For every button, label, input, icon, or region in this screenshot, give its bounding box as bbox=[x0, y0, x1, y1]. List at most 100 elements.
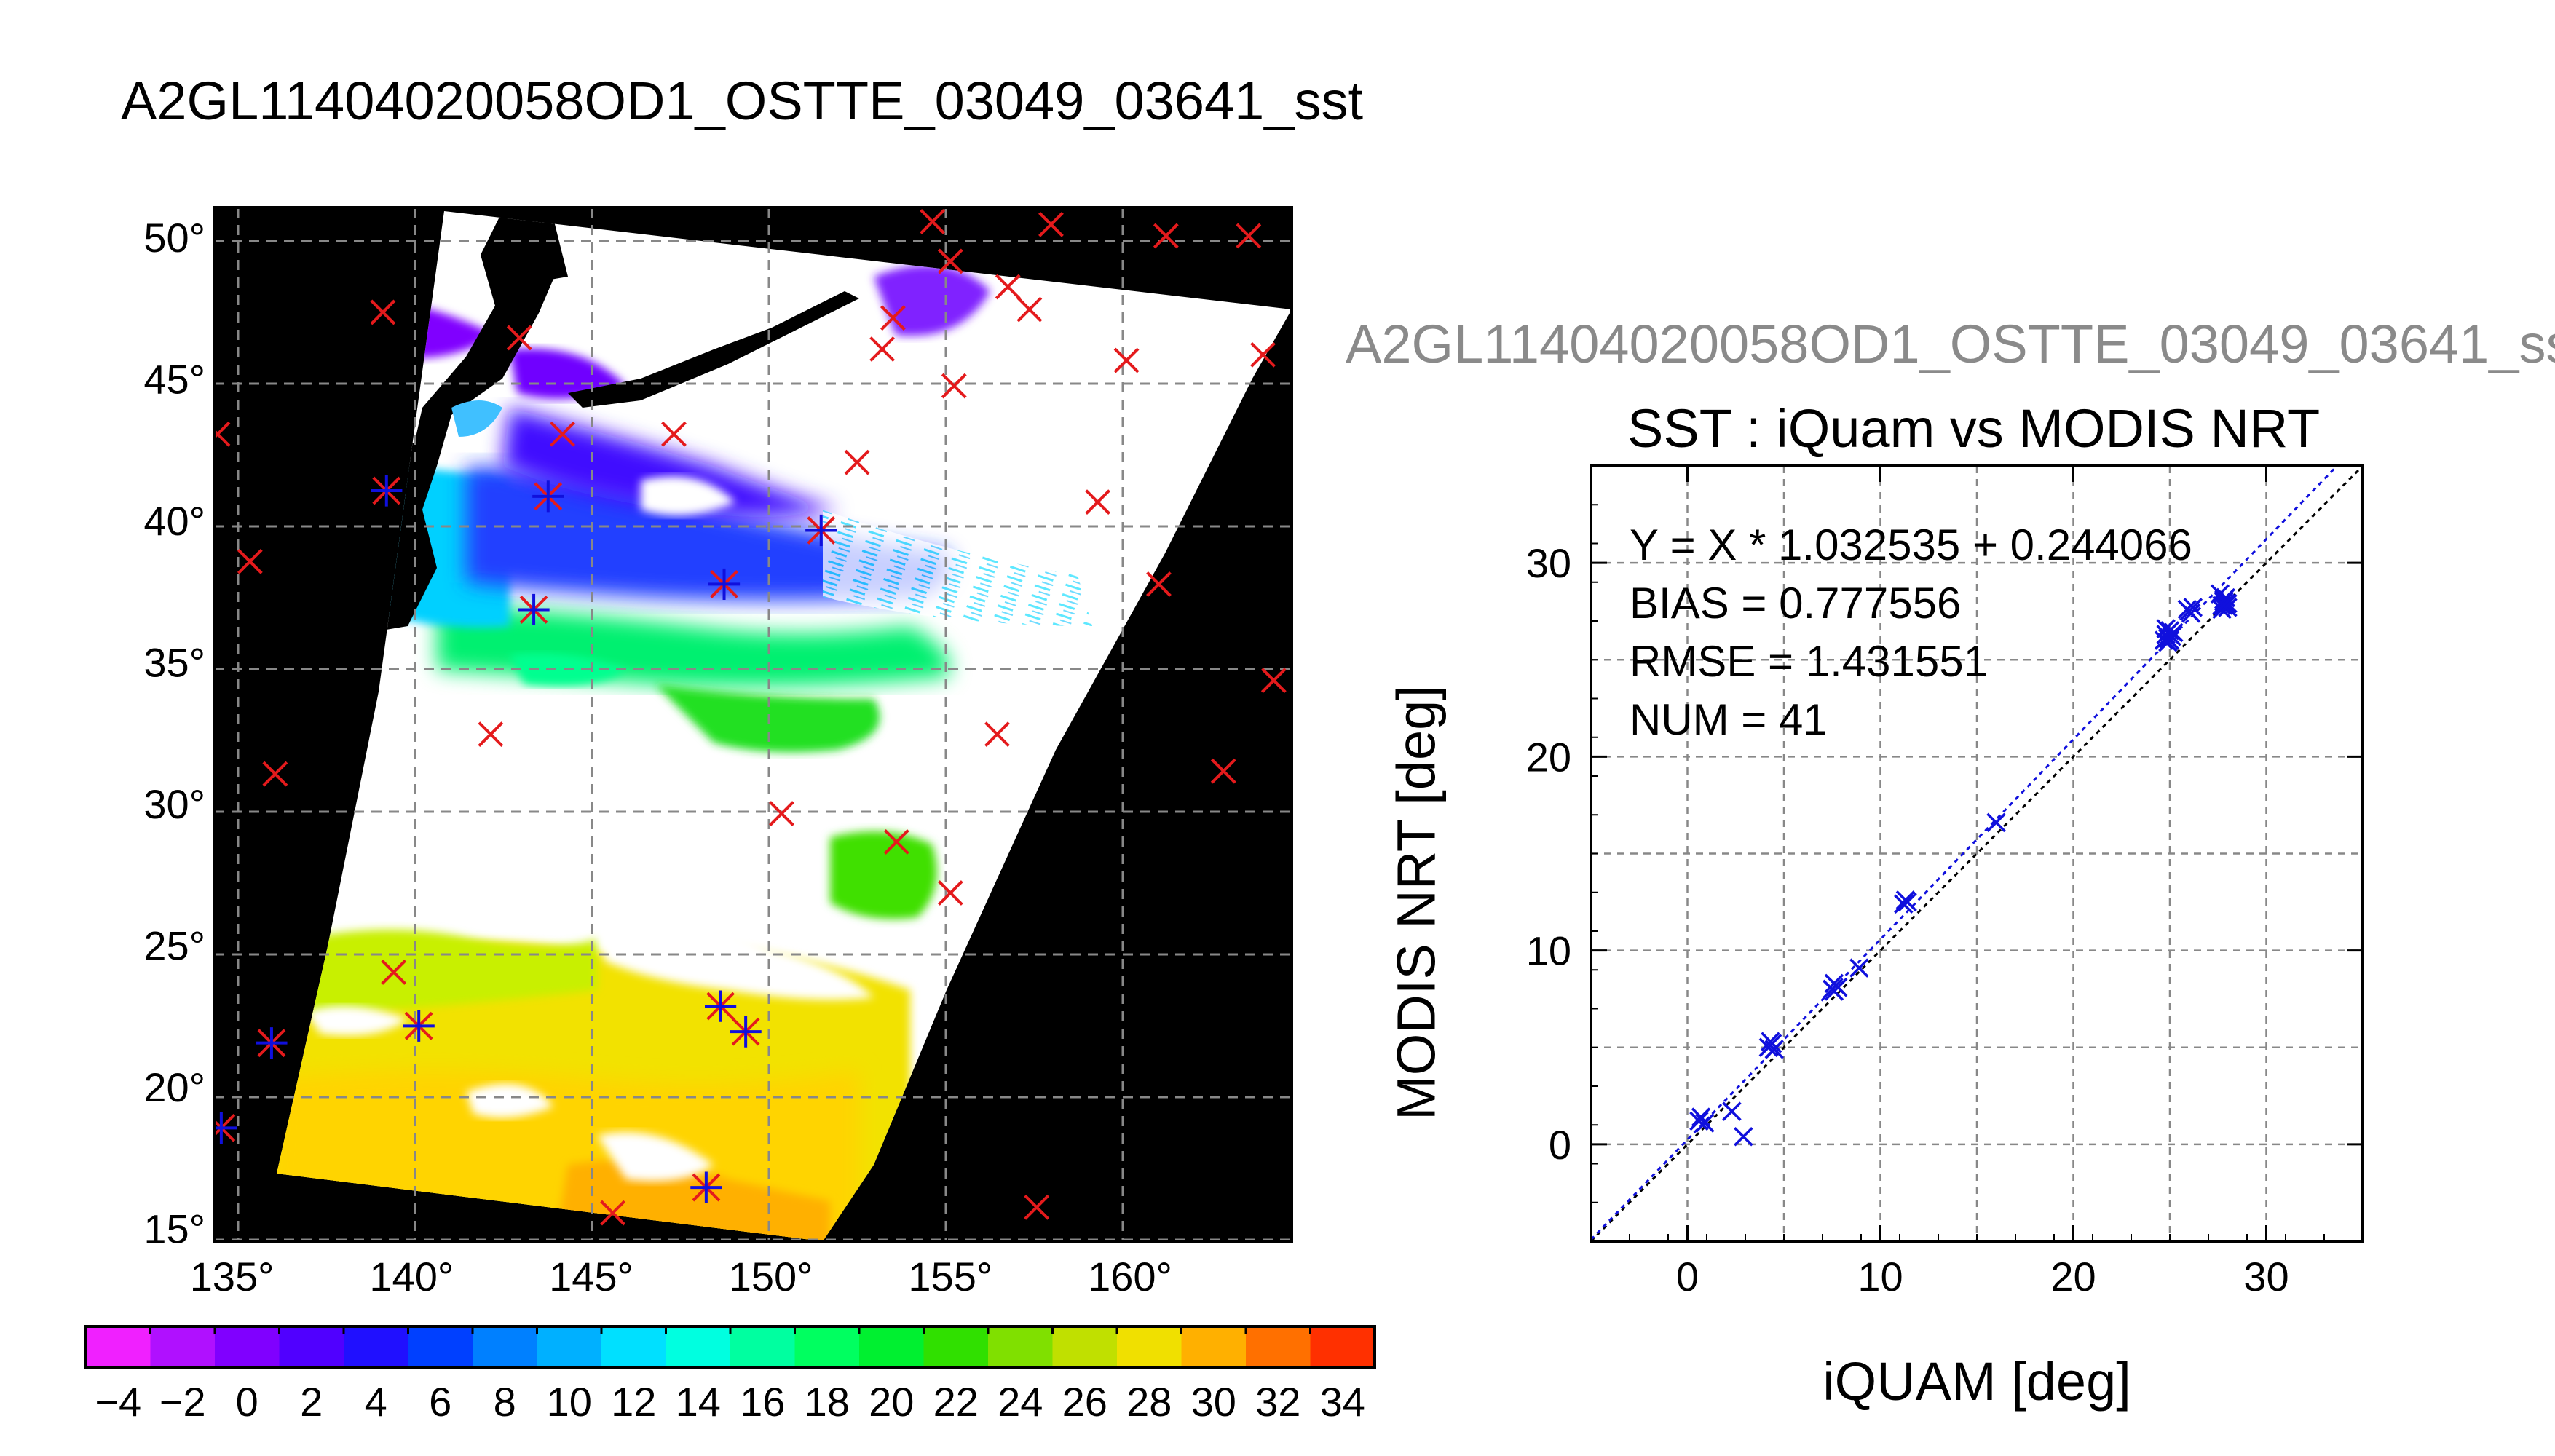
colorbar-bin bbox=[1052, 1326, 1118, 1367]
lon-tick-labels: 135° 140° 145° 150° 155° 160° bbox=[190, 1254, 1172, 1299]
red-x-marker bbox=[1236, 223, 1262, 249]
red-x-marker bbox=[984, 721, 1010, 748]
colorbar-bin bbox=[794, 1326, 860, 1367]
red-x-marker bbox=[883, 829, 909, 855]
colorbar-tick-label: 26 bbox=[1062, 1379, 1107, 1425]
scatter-x-axis-label: iQUAM [deg] bbox=[1823, 1351, 2131, 1412]
red-x-marker bbox=[237, 548, 263, 574]
fit-equation: Y = X * 1.032535 + 0.244066 bbox=[1630, 521, 2192, 569]
colorbar-tick-label: 24 bbox=[998, 1379, 1043, 1425]
colorbar-tick-label: 20 bbox=[869, 1379, 914, 1425]
colorbar-bin bbox=[344, 1326, 408, 1367]
num-text: NUM = 41 bbox=[1630, 695, 1828, 744]
colorbar-bin bbox=[1310, 1326, 1375, 1367]
colorbar-bin bbox=[86, 1326, 151, 1367]
map-frame bbox=[213, 206, 1293, 1243]
colorbar-tick-label: 22 bbox=[933, 1379, 979, 1425]
colorbar-tick-label: 16 bbox=[740, 1379, 785, 1425]
red-x-marker bbox=[880, 305, 906, 331]
red-x-marker bbox=[941, 373, 967, 399]
colorbar-tick-label: 18 bbox=[805, 1379, 850, 1425]
colorbar-bin bbox=[859, 1326, 924, 1367]
red-x-marker bbox=[1016, 296, 1043, 323]
bias-text: BIAS = 0.777556 bbox=[1630, 579, 1962, 628]
colorbar-bin bbox=[1246, 1326, 1311, 1367]
blue-star-marker bbox=[690, 1171, 722, 1203]
colorbar-tick-label: 30 bbox=[1191, 1379, 1236, 1425]
red-x-marker bbox=[844, 449, 870, 475]
red-x-markers bbox=[214, 209, 1287, 1226]
red-x-marker bbox=[869, 336, 896, 362]
colorbar-bin bbox=[473, 1326, 537, 1367]
lat-tick-label: 45° bbox=[143, 356, 205, 402]
lon-tick-label: 140° bbox=[369, 1254, 454, 1299]
rmse-text: RMSE = 1.431551 bbox=[1630, 637, 1988, 686]
colorbar-tick-label: 32 bbox=[1255, 1379, 1300, 1425]
red-x-marker bbox=[600, 1200, 626, 1226]
lon-tick-label: 155° bbox=[908, 1254, 992, 1299]
blue-star-marker bbox=[805, 514, 837, 547]
red-x-marker bbox=[1260, 668, 1287, 694]
red-x-marker bbox=[381, 959, 407, 985]
red-x-marker bbox=[550, 421, 575, 447]
lon-tick-label: 145° bbox=[549, 1254, 633, 1299]
red-x-marker bbox=[920, 209, 946, 234]
colorbar-bin bbox=[923, 1326, 989, 1367]
scatter-y-axis-label: MODIS NRT [deg] bbox=[1386, 685, 1447, 1120]
red-x-marker bbox=[1113, 347, 1140, 373]
lat-tick-label: 15° bbox=[143, 1206, 205, 1252]
figure-title: A2GL11404020058OD1_OSTTE_03049_03641_sst bbox=[121, 71, 1364, 131]
red-x-marker bbox=[1210, 758, 1236, 784]
colorbar-tick-label: −2 bbox=[159, 1379, 206, 1425]
colorbar bbox=[84, 1325, 1376, 1369]
colorbar-bin bbox=[730, 1326, 795, 1367]
lat-tick-label: 50° bbox=[143, 215, 205, 261]
lon-tick-label: 160° bbox=[1088, 1254, 1172, 1299]
colorbar-tick-label: 2 bbox=[300, 1379, 323, 1425]
japan-land bbox=[320, 211, 561, 677]
red-x-marker bbox=[661, 421, 687, 447]
blue-star-marker bbox=[532, 480, 564, 513]
blue-star-marker bbox=[403, 1010, 435, 1042]
colorbar-tick-label: 10 bbox=[547, 1379, 592, 1425]
blue-star-marker bbox=[705, 990, 737, 1022]
scatter-window-title: A2GL11404020058OD1_OSTTE_03049_03641_sst bbox=[1346, 314, 2555, 374]
red-x-marker bbox=[214, 421, 231, 447]
red-x-marker bbox=[769, 801, 794, 826]
lat-tick-label: 30° bbox=[143, 781, 205, 827]
red-x-marker bbox=[478, 721, 504, 748]
red-x-marker bbox=[1085, 489, 1111, 515]
red-x-marker bbox=[262, 761, 288, 787]
red-x-marker bbox=[937, 880, 963, 906]
colorbar-tick-label: 0 bbox=[236, 1379, 258, 1425]
red-x-marker bbox=[1038, 211, 1064, 237]
colorbar-tick-label: 4 bbox=[365, 1379, 387, 1425]
colorbar-tick-label: −4 bbox=[95, 1379, 141, 1425]
lat-tick-label: 35° bbox=[143, 639, 205, 685]
colorbar-bin bbox=[215, 1326, 280, 1367]
lat-tick-label: 25° bbox=[143, 923, 205, 969]
blue-star-marker bbox=[708, 568, 741, 601]
colorbar-bin bbox=[601, 1326, 666, 1367]
blue-star-marker bbox=[518, 593, 550, 626]
colorbar-bin bbox=[988, 1326, 1053, 1367]
lat-tick-label: 20° bbox=[143, 1064, 205, 1110]
colorbar-tick-label: 6 bbox=[429, 1379, 451, 1425]
colorbar-tick-label: 8 bbox=[494, 1379, 516, 1425]
red-x-marker bbox=[506, 325, 532, 351]
colorbar-bin bbox=[666, 1326, 731, 1367]
colorbar-bin bbox=[1181, 1326, 1247, 1367]
blue-star-marker bbox=[730, 1016, 762, 1048]
colorbar-tick-label: 14 bbox=[676, 1379, 721, 1425]
red-x-marker bbox=[1146, 571, 1172, 597]
blue-star-marker bbox=[214, 1112, 237, 1144]
red-x-marker bbox=[1024, 1194, 1050, 1220]
colorbar-tick-label: 12 bbox=[611, 1379, 656, 1425]
colorbar-bin bbox=[537, 1326, 602, 1367]
scatter-title: SST : iQuam vs MODIS NRT bbox=[1627, 398, 2321, 459]
colorbar-bin bbox=[408, 1326, 473, 1367]
blue-star-markers bbox=[214, 475, 837, 1203]
colorbar-bin bbox=[279, 1326, 344, 1367]
colorbar-bin bbox=[1117, 1326, 1182, 1367]
